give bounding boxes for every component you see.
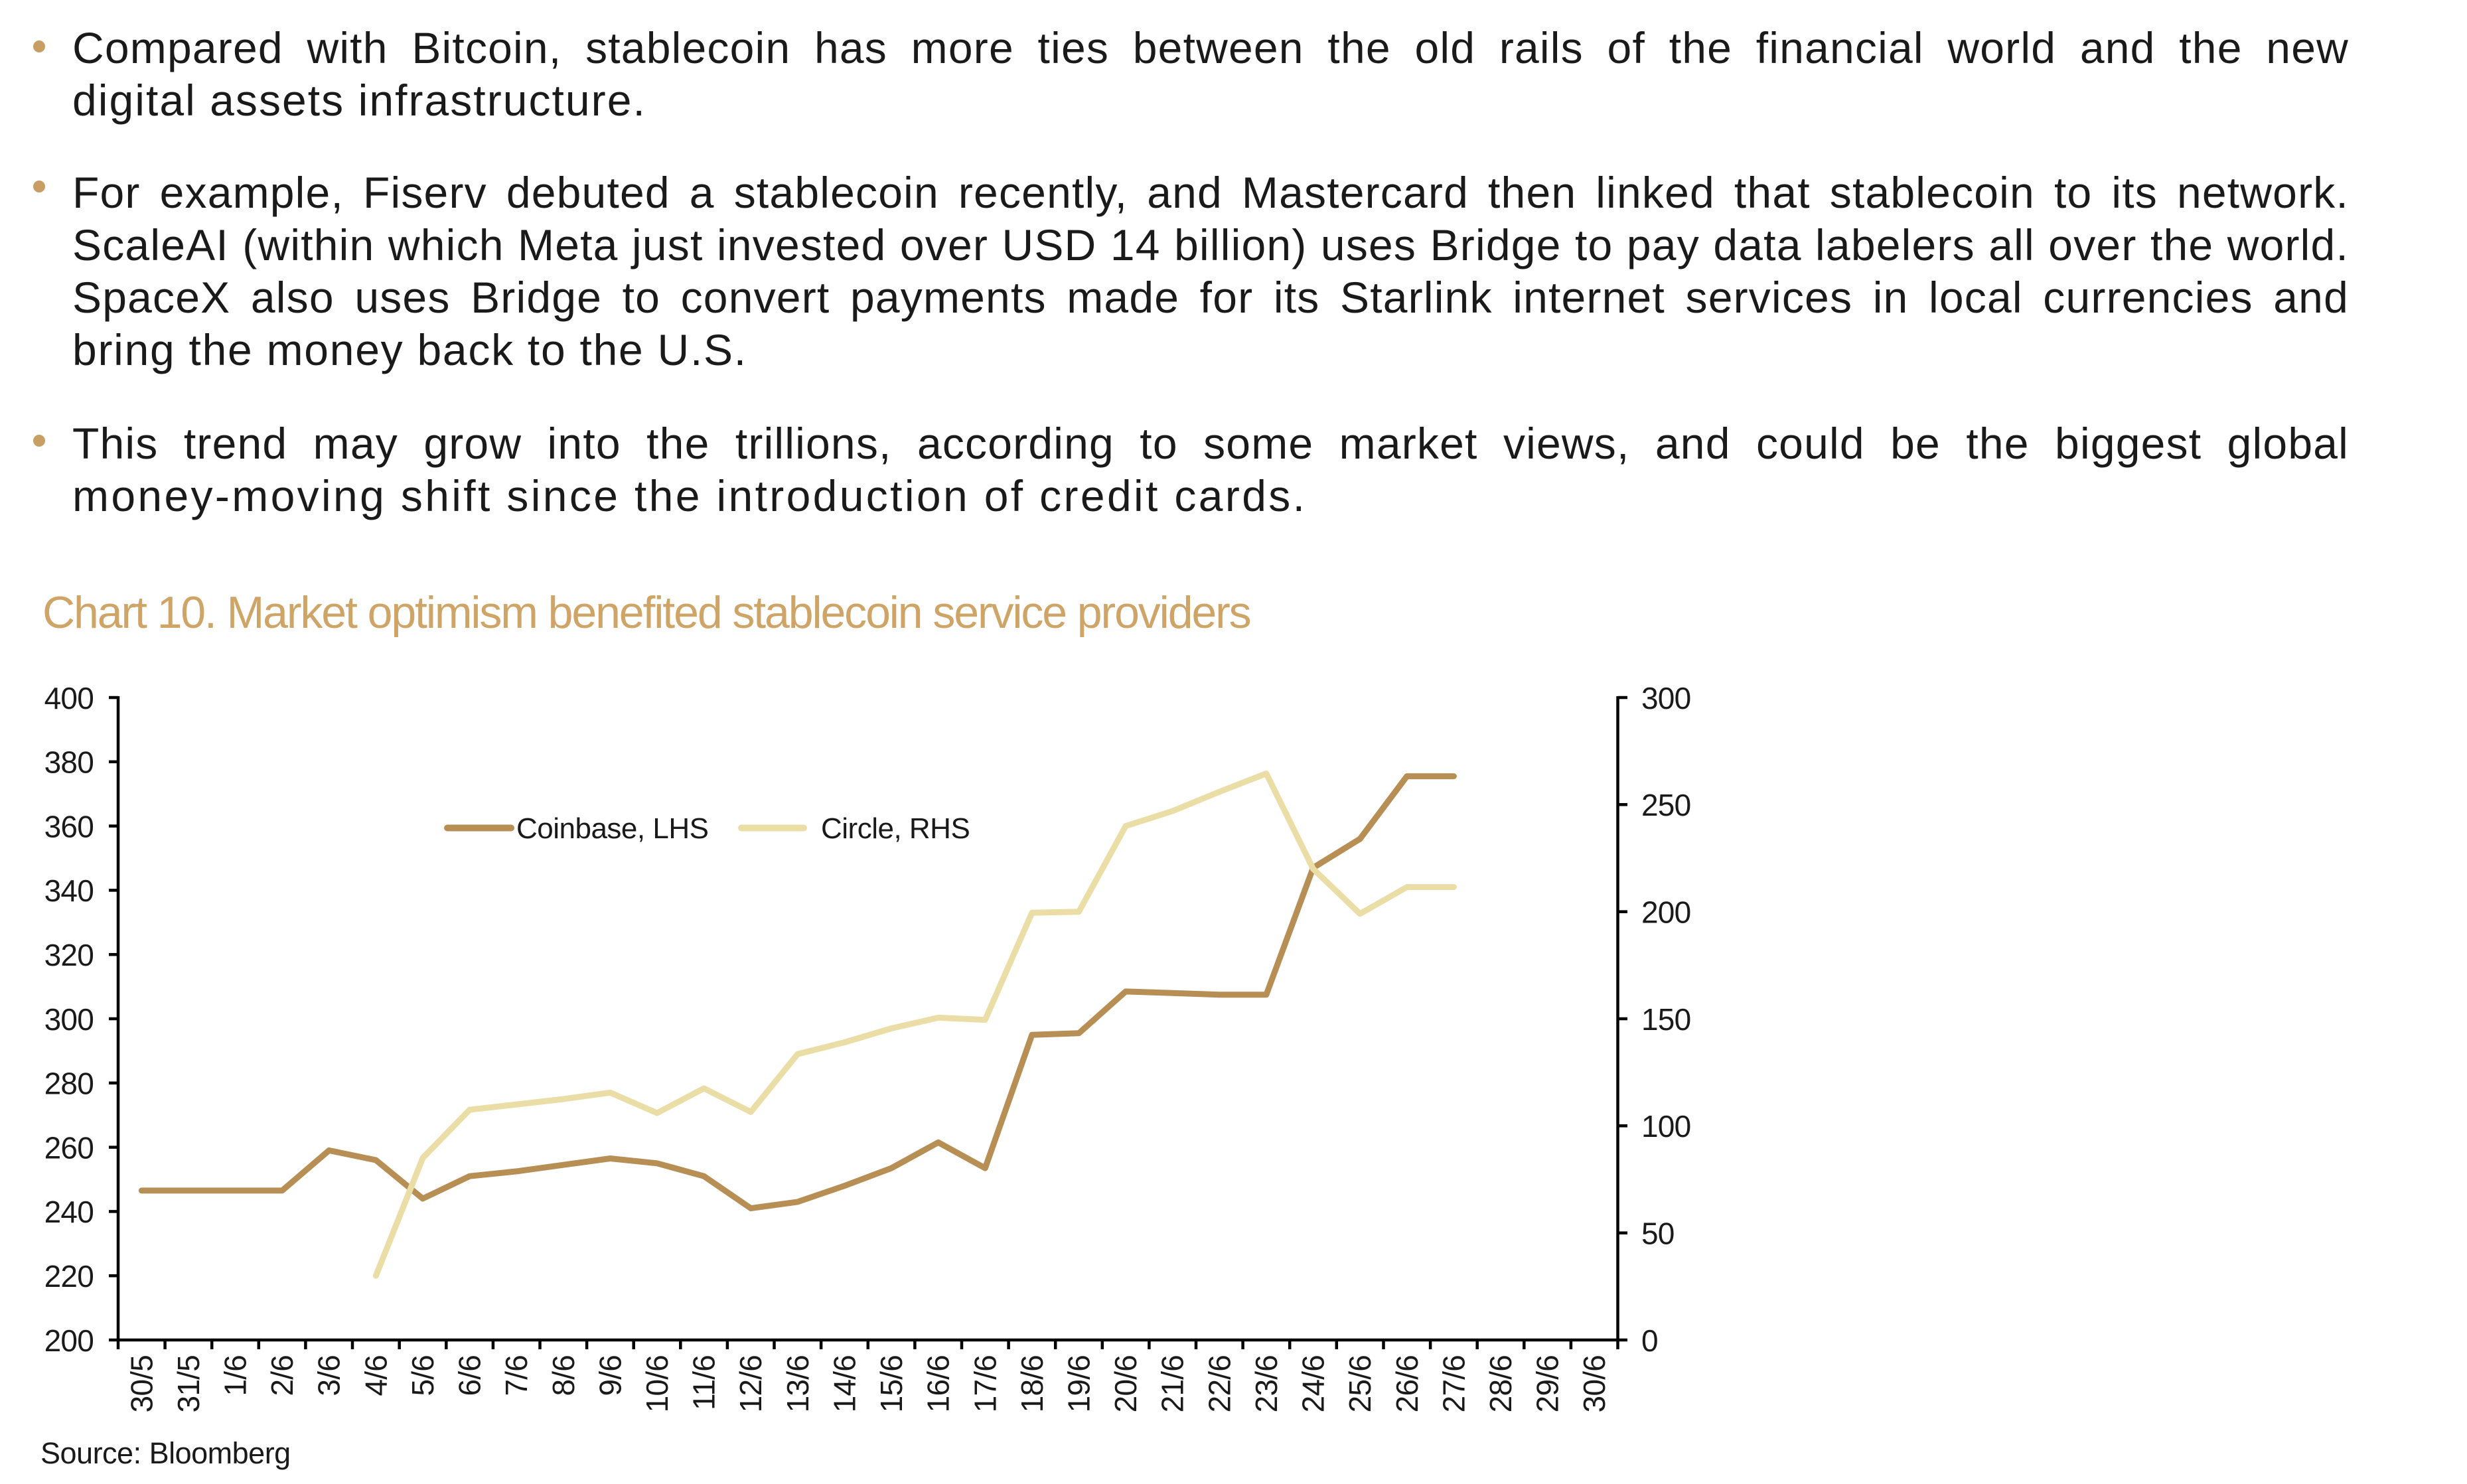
svg-text:9/6: 9/6 <box>593 1355 627 1396</box>
svg-text:14/6: 14/6 <box>827 1355 861 1412</box>
svg-text:100: 100 <box>1641 1109 1690 1144</box>
svg-text:1/6: 1/6 <box>218 1355 253 1396</box>
svg-text:2/6: 2/6 <box>265 1355 299 1396</box>
svg-text:12/6: 12/6 <box>733 1355 768 1412</box>
svg-text:29/6: 29/6 <box>1531 1355 1565 1412</box>
svg-text:250: 250 <box>1641 788 1690 822</box>
svg-text:8/6: 8/6 <box>546 1355 581 1396</box>
svg-text:260: 260 <box>44 1130 94 1165</box>
svg-text:300: 300 <box>44 1002 94 1037</box>
svg-text:30/5: 30/5 <box>124 1355 159 1412</box>
svg-text:320: 320 <box>44 938 94 972</box>
svg-text:23/6: 23/6 <box>1249 1355 1284 1412</box>
svg-text:50: 50 <box>1641 1217 1675 1251</box>
svg-text:240: 240 <box>44 1195 94 1229</box>
svg-text:18/6: 18/6 <box>1015 1355 1049 1412</box>
svg-text:Source: Bloomberg: Source: Bloomberg <box>40 1436 291 1470</box>
svg-text:300: 300 <box>1641 681 1690 715</box>
svg-text:17/6: 17/6 <box>968 1355 1002 1412</box>
svg-text:30/6: 30/6 <box>1577 1355 1611 1412</box>
svg-text:Coinbase, LHS: Coinbase, LHS <box>516 812 708 845</box>
svg-text:31/5: 31/5 <box>171 1355 206 1412</box>
svg-text:7/6: 7/6 <box>499 1355 534 1396</box>
svg-text:20/6: 20/6 <box>1108 1355 1143 1412</box>
svg-text:13/6: 13/6 <box>781 1355 815 1412</box>
svg-text:6/6: 6/6 <box>453 1355 487 1396</box>
svg-text:Circle, RHS: Circle, RHS <box>821 812 970 845</box>
svg-text:360: 360 <box>44 809 94 844</box>
svg-text:4/6: 4/6 <box>358 1355 393 1396</box>
svg-text:400: 400 <box>44 681 94 715</box>
svg-text:26/6: 26/6 <box>1390 1355 1424 1412</box>
svg-text:11/6: 11/6 <box>687 1355 721 1410</box>
svg-text:15/6: 15/6 <box>874 1355 909 1412</box>
svg-text:16/6: 16/6 <box>921 1355 956 1412</box>
svg-text:340: 340 <box>44 873 94 908</box>
svg-text:3/6: 3/6 <box>312 1355 346 1396</box>
svg-text:25/6: 25/6 <box>1343 1355 1377 1412</box>
svg-text:220: 220 <box>44 1259 94 1294</box>
svg-text:150: 150 <box>1641 1002 1690 1037</box>
svg-text:24/6: 24/6 <box>1296 1355 1331 1412</box>
svg-text:200: 200 <box>1641 895 1690 930</box>
svg-text:19/6: 19/6 <box>1062 1355 1096 1412</box>
svg-text:21/6: 21/6 <box>1156 1355 1190 1412</box>
svg-text:380: 380 <box>44 745 94 780</box>
svg-text:0: 0 <box>1641 1323 1658 1358</box>
svg-text:22/6: 22/6 <box>1202 1355 1236 1412</box>
svg-text:27/6: 27/6 <box>1436 1355 1471 1412</box>
svg-text:10/6: 10/6 <box>640 1355 674 1412</box>
svg-text:28/6: 28/6 <box>1483 1355 1518 1412</box>
svg-text:200: 200 <box>44 1323 94 1358</box>
svg-text:280: 280 <box>44 1067 94 1101</box>
svg-text:5/6: 5/6 <box>406 1355 440 1396</box>
